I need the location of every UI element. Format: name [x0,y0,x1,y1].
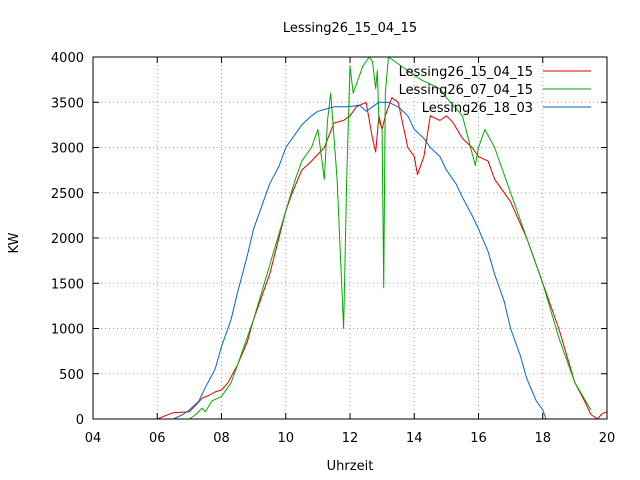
y-axis-label: KW [7,232,22,253]
y-tick-label: 3000 [51,142,84,157]
x-tick-label: 20 [599,431,616,446]
x-axis-label: Uhrzeit [327,459,374,474]
grid-lines [93,57,607,419]
x-tick-label: 08 [213,431,230,446]
x-tick-label: 06 [149,431,166,446]
legend-label: Lessing26_07_04_15 [399,83,533,98]
y-tick-label: 2000 [51,232,84,247]
tick-labels: 04 06 08 10 12 14 16 18 20 0 500 1000 1500 2000 2500 30… [51,51,615,446]
legend-label: Lessing26_18_03 [422,101,533,116]
legend: Lessing26_15_04_15 Lessing26_07_04_15 Less… [399,65,591,116]
x-tick-label: 12 [342,431,359,446]
y-tick-label: 500 [59,368,84,383]
y-tick-label: 3500 [51,96,84,111]
series-line-1 [157,97,608,420]
series-line-3 [173,101,547,420]
x-tick-label: 16 [470,431,487,446]
axis-ticks [92,56,608,420]
legend-label: Lessing26_15_04_15 [399,65,533,80]
y-tick-label: 2500 [51,187,84,202]
x-tick-label: 18 [534,431,551,446]
series-lines [157,56,608,420]
y-tick-label: 1000 [51,323,84,338]
y-tick-label: 4000 [51,51,84,66]
chart-title: Lessing26_15_04_15 [283,21,417,36]
x-tick-label: 04 [85,431,102,446]
x-tick-label: 10 [277,431,294,446]
x-tick-label: 14 [406,431,423,446]
y-tick-label: 1500 [51,277,84,292]
y-tick-label: 0 [76,413,84,428]
